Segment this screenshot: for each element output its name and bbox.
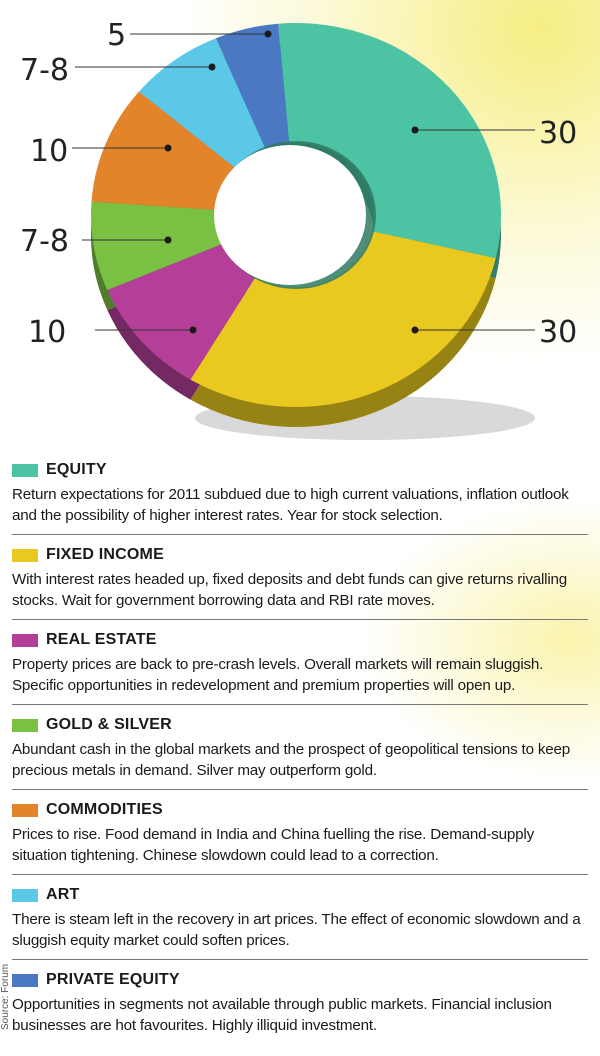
value-label-equity: 30 bbox=[539, 116, 577, 151]
legend-swatch-real-estate bbox=[12, 633, 38, 647]
slice-layer bbox=[91, 23, 501, 407]
legend-title: PRIVATE EQUITY bbox=[46, 971, 180, 988]
legend-swatch-equity bbox=[12, 463, 38, 477]
slice-art bbox=[138, 38, 266, 169]
legend-title: COMMODITIES bbox=[46, 801, 163, 818]
legend-item-real-estate: REAL ESTATE Property prices are back to … bbox=[12, 628, 588, 705]
legend-item-equity: EQUITY Return expectations for 2011 subd… bbox=[12, 458, 588, 535]
legend-swatch-fixed-income bbox=[12, 548, 38, 562]
donut-chart: 30 30 10 7-8 10 7-8 5 bbox=[20, 18, 577, 440]
legend-description: Prices to rise. Food demand in India and… bbox=[12, 826, 534, 864]
value-label-private-equity: 5 bbox=[107, 18, 126, 53]
label-layer: 30 30 10 7-8 10 7-8 5 bbox=[20, 18, 577, 350]
legend-description: Return expectations for 2011 subdued due… bbox=[12, 486, 569, 524]
leader-dot-fixed-income bbox=[411, 326, 419, 334]
value-label-real-estate: 10 bbox=[28, 315, 66, 350]
legend-item-private-equity: PRIVATE EQUITY Opportunities in segments… bbox=[12, 968, 588, 1044]
leader-dot-private-equity bbox=[264, 30, 272, 38]
donut-hole bbox=[214, 145, 366, 285]
slice-private-equity bbox=[215, 23, 290, 149]
legend-item-art: ART There is steam left in the recovery … bbox=[12, 883, 588, 960]
value-label-art: 7-8 bbox=[20, 53, 69, 88]
value-label-fixed-income: 30 bbox=[539, 315, 577, 350]
legend-title: ART bbox=[46, 886, 80, 903]
slice-equity bbox=[278, 23, 501, 259]
value-label-commodities: 10 bbox=[30, 134, 68, 169]
legend-item-gold-silver: GOLD & SILVER Abundant cash in the globa… bbox=[12, 713, 588, 790]
legend-description: Property prices are back to pre-crash le… bbox=[12, 656, 544, 694]
slice-commodities bbox=[91, 91, 237, 210]
legend-description: With interest rates headed up, fixed dep… bbox=[12, 571, 567, 609]
legend-swatch-private-equity bbox=[12, 973, 38, 987]
legend-title: EQUITY bbox=[46, 461, 107, 478]
legend-item-commodities: COMMODITIES Prices to rise. Food demand … bbox=[12, 798, 588, 875]
legend-title: FIXED INCOME bbox=[46, 546, 164, 563]
leader-dot-gold-silver bbox=[164, 236, 172, 244]
slice-fixed-income bbox=[190, 231, 496, 407]
slice-real-estate bbox=[107, 243, 256, 380]
legend-swatch-art bbox=[12, 888, 38, 902]
legend-item-fixed-income: FIXED INCOME With interest rates headed … bbox=[12, 543, 588, 620]
value-label-gold-silver: 7-8 bbox=[20, 224, 69, 259]
leader-dot-equity bbox=[411, 126, 419, 134]
legend-title: REAL ESTATE bbox=[46, 631, 157, 648]
source-note: Source: Forum bbox=[0, 963, 11, 1030]
leader-dot-commodities bbox=[164, 144, 172, 152]
legend: EQUITY Return expectations for 2011 subd… bbox=[12, 458, 588, 1052]
legend-title: GOLD & SILVER bbox=[46, 716, 172, 733]
legend-description: Abundant cash in the global markets and … bbox=[12, 741, 570, 779]
legend-description: There is steam left in the recovery in a… bbox=[12, 911, 581, 949]
leader-dot-real-estate bbox=[189, 326, 197, 334]
legend-swatch-gold-silver bbox=[12, 718, 38, 732]
slice-gold-silver bbox=[91, 201, 225, 291]
legend-swatch-commodities bbox=[12, 803, 38, 817]
legend-description: Opportunities in segments not available … bbox=[12, 996, 552, 1034]
leader-dot-art bbox=[208, 63, 216, 71]
